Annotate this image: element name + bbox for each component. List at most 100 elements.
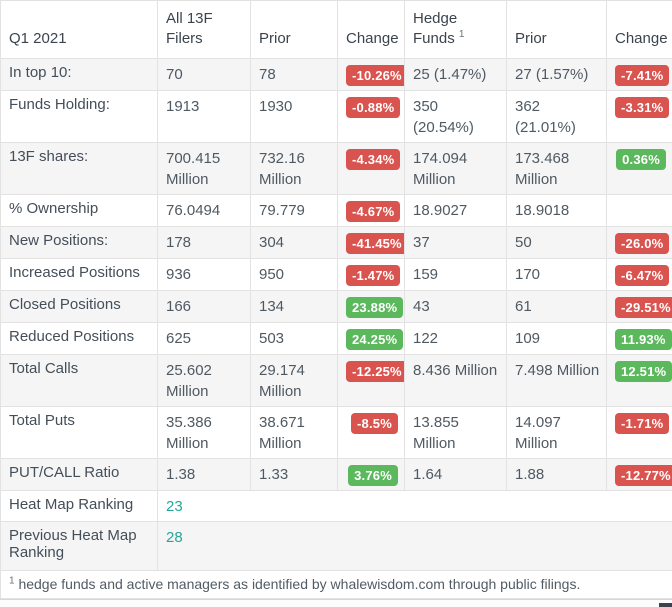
change-badge: -3.31%: [615, 97, 669, 118]
cell-value: 70: [158, 59, 251, 91]
resize-corner: [659, 603, 672, 607]
cell-change: 3.76%: [338, 459, 405, 491]
table-row: In top 10: 70 78 -10.26% 25 (1.47%) 27 (…: [1, 59, 672, 91]
row-label: % Ownership: [1, 195, 158, 227]
footnote-row: 1 hedge funds and active managers as ide…: [1, 571, 672, 599]
table-row: % Ownership 76.0494 79.779 -4.67% 18.902…: [1, 195, 672, 227]
cell-value: 78: [251, 59, 338, 91]
table-row: Total Calls 25.602 Million 29.174 Millio…: [1, 355, 672, 407]
cell-change: -41.45%: [338, 227, 405, 259]
change-badge: -6.47%: [615, 265, 669, 286]
cell-value: 700.415 Million: [158, 143, 251, 195]
cell-value: 1.33: [251, 459, 338, 491]
table-row: Funds Holding: 1913 1930 -0.88% 350 (20.…: [1, 91, 672, 143]
row-label: Total Puts: [1, 407, 158, 459]
row-label: Total Calls: [1, 355, 158, 407]
cell-value: 159: [405, 259, 507, 291]
cell-change: -6.47%: [607, 259, 672, 291]
cell-change: -8.5%: [338, 407, 405, 459]
change-badge: -26.0%: [615, 233, 669, 254]
cell-value: 1.88: [507, 459, 607, 491]
cell-value: 1.38: [158, 459, 251, 491]
change-badge: -7.41%: [615, 65, 669, 86]
cell-change: 23.88%: [338, 291, 405, 323]
change-badge: 0.36%: [616, 149, 666, 170]
previous-heat-map-ranking-row: Previous Heat Map Ranking 28: [1, 522, 672, 571]
cell-value: 173.468 Million: [507, 143, 607, 195]
heat-map-ranking-row: Heat Map Ranking 23: [1, 491, 672, 522]
cell-value: 174.094 Million: [405, 143, 507, 195]
row-label: Increased Positions: [1, 259, 158, 291]
change-badge: 12.51%: [615, 361, 672, 382]
table-row: Total Puts 35.386 Million 38.671 Million…: [1, 407, 672, 459]
cell-change: -12.25%: [338, 355, 405, 407]
cell-value: 13.855 Million: [405, 407, 507, 459]
previous-heat-map-ranking-value[interactable]: 28: [158, 522, 672, 571]
cell-value: 79.779: [251, 195, 338, 227]
footnote-text: 1 hedge funds and active managers as ide…: [1, 571, 672, 599]
footnote-marker: 1: [459, 29, 465, 40]
cell-change: -12.77%: [607, 459, 672, 491]
cell-value: 61: [507, 291, 607, 323]
cell-change: -3.31%: [607, 91, 672, 143]
cell-value: 14.097 Million: [507, 407, 607, 459]
change-badge: -4.67%: [346, 201, 400, 222]
cell-change: -0.88%: [338, 91, 405, 143]
row-label: Reduced Positions: [1, 323, 158, 355]
change-badge: -0.88%: [346, 97, 400, 118]
column-header-prior-1: Prior: [251, 1, 338, 59]
row-label: 13F shares:: [1, 143, 158, 195]
cell-value: 29.174 Million: [251, 355, 338, 407]
column-header-prior-2: Prior: [507, 1, 607, 59]
cell-value: 950: [251, 259, 338, 291]
heat-map-ranking-value[interactable]: 23: [158, 491, 672, 522]
column-header-change-2: Change: [607, 1, 672, 59]
table-row: New Positions: 178 304 -41.45% 37 50 -26…: [1, 227, 672, 259]
cell-value: 7.498 Million: [507, 355, 607, 407]
column-header-change-1: Change: [338, 1, 405, 59]
change-badge: -8.5%: [351, 413, 398, 434]
change-badge: -10.26%: [346, 65, 405, 86]
cell-value: 50: [507, 227, 607, 259]
cell-change: -4.67%: [338, 195, 405, 227]
row-label: Previous Heat Map Ranking: [1, 522, 158, 571]
row-label: Heat Map Ranking: [1, 491, 158, 522]
row-label: PUT/CALL Ratio: [1, 459, 158, 491]
cell-change: [607, 195, 672, 227]
cell-change: -1.47%: [338, 259, 405, 291]
table-row: Closed Positions 166 134 23.88% 43 61 -2…: [1, 291, 672, 323]
cell-value: 732.16 Million: [251, 143, 338, 195]
table-row: Increased Positions 936 950 -1.47% 159 1…: [1, 259, 672, 291]
page-bottom-strip: [0, 599, 672, 607]
cell-value: 178: [158, 227, 251, 259]
cell-change: -7.41%: [607, 59, 672, 91]
cell-change: -1.71%: [607, 407, 672, 459]
cell-change: -4.34%: [338, 143, 405, 195]
cell-change: 12.51%: [607, 355, 672, 407]
cell-value: 1.64: [405, 459, 507, 491]
change-badge: -12.77%: [615, 465, 672, 486]
change-badge: -41.45%: [346, 233, 405, 254]
cell-value: 170: [507, 259, 607, 291]
column-header-all-13f-filers: All 13F Filers: [158, 1, 251, 59]
change-badge: -1.71%: [615, 413, 669, 434]
change-badge: 3.76%: [348, 465, 398, 486]
cell-value: 166: [158, 291, 251, 323]
cell-value: 25 (1.47%): [405, 59, 507, 91]
cell-value: 37: [405, 227, 507, 259]
table-row: PUT/CALL Ratio 1.38 1.33 3.76% 1.64 1.88…: [1, 459, 672, 491]
cell-change: -26.0%: [607, 227, 672, 259]
change-badge: -29.51%: [615, 297, 672, 318]
row-label: New Positions:: [1, 227, 158, 259]
change-badge: -12.25%: [346, 361, 405, 382]
cell-value: 25.602 Million: [158, 355, 251, 407]
cell-change: 11.93%: [607, 323, 672, 355]
row-label: Funds Holding:: [1, 91, 158, 143]
cell-value: 503: [251, 323, 338, 355]
cell-value: 362 (21.01%): [507, 91, 607, 143]
cell-value: 35.386 Million: [158, 407, 251, 459]
cell-value: 18.9018: [507, 195, 607, 227]
cell-value: 38.671 Million: [251, 407, 338, 459]
cell-value: 18.9027: [405, 195, 507, 227]
row-label: In top 10:: [1, 59, 158, 91]
